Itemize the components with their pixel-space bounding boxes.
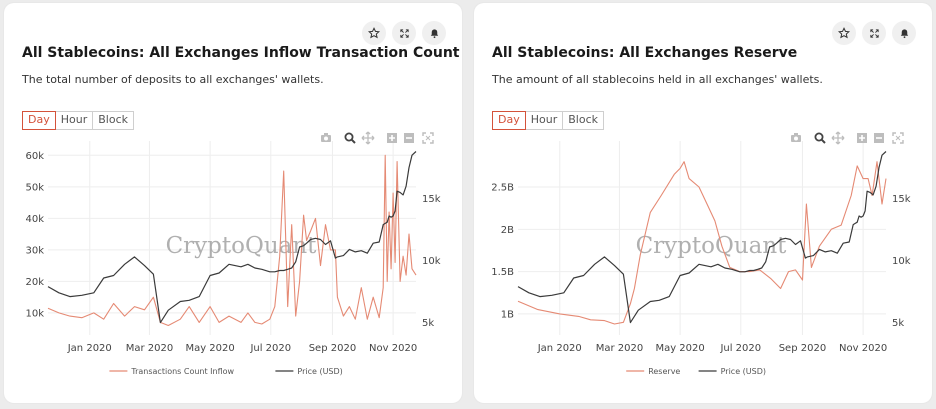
- x-tick-label: Jan 2020: [537, 343, 582, 354]
- y-left-tick-label: 2.5B: [491, 183, 514, 194]
- y-left-tick-label: 1B: [501, 309, 514, 320]
- y-left-tick-label: 30k: [25, 245, 44, 256]
- x-tick-label: May 2020: [185, 343, 234, 354]
- x-tick-label: Jul 2020: [249, 343, 291, 354]
- zoom-icon[interactable]: [344, 132, 356, 144]
- tab-day[interactable]: Day: [492, 111, 526, 130]
- legend: Transactions Count Inflow Price (USD): [109, 367, 343, 376]
- y-left-tick-label: 40k: [25, 214, 44, 225]
- inflow-chart[interactable]: Jan 2020 Mar 2020 May 2020 Jul 2020 Sep 2020…: [4, 3, 462, 403]
- camera-icon[interactable]: [321, 133, 331, 142]
- price-series-line: [517, 151, 887, 324]
- zoom-out-icon[interactable]: [874, 133, 884, 143]
- bell-icon: [430, 28, 438, 38]
- grid: [518, 141, 886, 335]
- period-tabs: Day Hour Block: [22, 111, 134, 130]
- chart-subtitle: The amount of all stablecoins held in al…: [492, 73, 823, 86]
- reserve-chart[interactable]: Jan 2020 Mar 2020 May 2020 Jul 2020 Sep 2020…: [474, 3, 932, 403]
- pan-icon[interactable]: [831, 131, 845, 145]
- axis-labels: Jan 2020 Mar 2020 May 2020 Jul 2020 Sep 2020…: [25, 151, 440, 354]
- axis-labels: Jan 2020 Mar 2020 May 2020 Jul 2020 Sep 2020…: [491, 183, 910, 354]
- x-tick-label: Sep 2020: [779, 343, 826, 354]
- y-left-tick-label: 50k: [25, 182, 44, 193]
- card-actions: [832, 21, 916, 45]
- zoom-in-icon[interactable]: [387, 133, 397, 143]
- watermark: CryptoQuant: [636, 233, 788, 259]
- autoscale-icon[interactable]: [892, 132, 904, 144]
- zoom-in-icon[interactable]: [857, 133, 867, 143]
- x-tick-label: Jul 2020: [719, 343, 761, 354]
- primary-series-line: [517, 161, 887, 325]
- x-tick-label: May 2020: [655, 343, 704, 354]
- y-left-tick-label: 20k: [25, 277, 44, 288]
- star-icon: [838, 27, 850, 39]
- expand-button[interactable]: [392, 21, 416, 45]
- x-tick-label: Nov 2020: [369, 343, 417, 354]
- price-series-line: [47, 151, 417, 324]
- expand-button[interactable]: [862, 21, 886, 45]
- star-icon: [368, 27, 380, 39]
- card-actions: [362, 21, 446, 45]
- chart-title: All Stablecoins: All Exchanges Reserve: [492, 45, 798, 61]
- expand-icon: [399, 28, 409, 38]
- x-tick-label: Nov 2020: [839, 343, 887, 354]
- y-right-tick-label: 10k: [892, 256, 911, 267]
- zoom-out-icon[interactable]: [404, 133, 414, 143]
- tab-block[interactable]: Block: [562, 111, 604, 130]
- legend: Reserve Price (USD): [626, 367, 766, 376]
- x-tick-label: Mar 2020: [596, 343, 644, 354]
- y-right-tick-label: 10k: [422, 256, 441, 267]
- alert-button[interactable]: [422, 21, 446, 45]
- alert-button[interactable]: [892, 21, 916, 45]
- grid: [48, 141, 416, 335]
- autoscale-icon[interactable]: [422, 132, 434, 144]
- tab-block[interactable]: Block: [92, 111, 134, 130]
- favorite-button[interactable]: [362, 21, 386, 45]
- pan-icon[interactable]: [361, 131, 375, 145]
- chart-title: All Stablecoins: All Exchanges Inflow Tr…: [22, 45, 460, 61]
- favorite-button[interactable]: [832, 21, 856, 45]
- tab-day[interactable]: Day: [22, 111, 56, 130]
- x-tick-label: Jan 2020: [67, 343, 112, 354]
- y-right-tick-label: 15k: [422, 194, 441, 205]
- watermark: CryptoQuant: [166, 233, 318, 259]
- y-right-tick-label: 15k: [892, 194, 911, 205]
- y-right-tick-label: 5k: [892, 318, 904, 329]
- zoom-icon[interactable]: [814, 132, 826, 144]
- chart-subtitle: The total number of deposits to all exch…: [22, 73, 324, 86]
- primary-series-line: [47, 154, 417, 327]
- period-tabs: Day Hour Block: [492, 111, 604, 130]
- bell-icon: [900, 28, 908, 38]
- x-tick-label: Sep 2020: [309, 343, 356, 354]
- legend-label[interactable]: Price (USD): [297, 367, 342, 376]
- legend-label[interactable]: Transactions Count Inflow: [130, 367, 234, 376]
- legend-label[interactable]: Price (USD): [721, 367, 766, 376]
- y-left-tick-label: 10k: [25, 308, 44, 319]
- inflow-card: All Stablecoins: All Exchanges Inflow Tr…: [4, 3, 462, 403]
- reserve-card: All Stablecoins: All Exchanges Reserve T…: [474, 3, 932, 403]
- legend-label[interactable]: Reserve: [648, 367, 680, 376]
- y-left-tick-label: 60k: [25, 151, 44, 162]
- expand-icon: [869, 28, 879, 38]
- x-tick-label: Mar 2020: [126, 343, 174, 354]
- y-right-tick-label: 5k: [422, 318, 434, 329]
- y-left-tick-label: 1.5B: [491, 267, 514, 278]
- y-left-tick-label: 2B: [501, 225, 514, 236]
- camera-icon[interactable]: [791, 133, 801, 142]
